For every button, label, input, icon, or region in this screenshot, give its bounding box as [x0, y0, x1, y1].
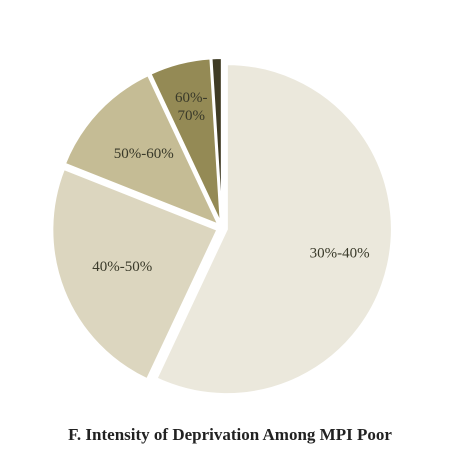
- pie-slice: [63, 73, 221, 227]
- pie-slice: [51, 167, 219, 381]
- pie-slice: [155, 63, 393, 396]
- slice-label: 50%-60%: [114, 146, 174, 162]
- pie-slice: [149, 57, 222, 224]
- pie-slice: [210, 57, 223, 224]
- slice-label: 40%-50%: [92, 259, 152, 275]
- slice-label: 60%-70%: [175, 91, 208, 125]
- chart-title: F. Intensity of Deprivation Among MPI Po…: [68, 425, 392, 444]
- slice-label: 30%-40%: [310, 246, 370, 262]
